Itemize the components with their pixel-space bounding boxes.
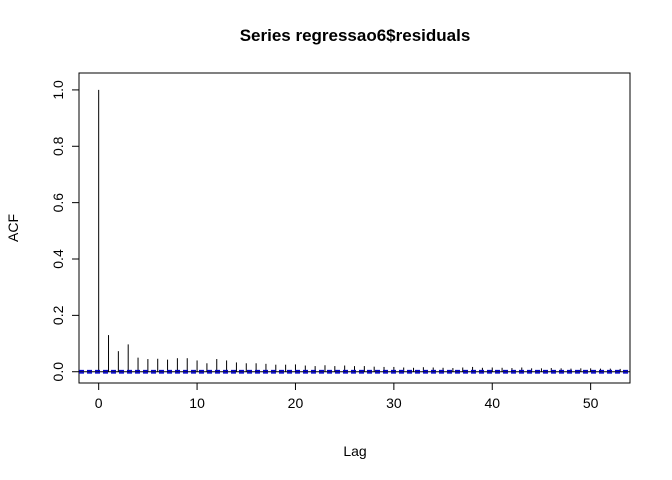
x-axis-label: Lag [343, 443, 366, 459]
x-tick-label: 0 [95, 395, 103, 411]
y-tick-label: 0.8 [50, 136, 66, 156]
y-tick-label: 1.0 [50, 80, 66, 100]
x-tick-label: 50 [583, 395, 599, 411]
x-tick-label: 10 [189, 395, 205, 411]
y-tick-label: 0.0 [50, 362, 66, 382]
x-tick-label: 40 [484, 395, 500, 411]
chart-title: Series regressao6$residuals [240, 26, 471, 45]
confidence-bands [79, 369, 630, 374]
x-tick-label: 30 [386, 395, 402, 411]
x-axis: 0 10 20 30 40 50 [95, 382, 599, 411]
acf-bars [98, 89, 621, 372]
x-tick-label: 20 [288, 395, 304, 411]
y-tick-label: 0.2 [50, 305, 66, 325]
y-tick-label: 0.6 [50, 193, 66, 213]
y-tick-label: 0.4 [50, 249, 66, 269]
y-axis: 0.0 0.2 0.4 0.6 0.8 1.0 [50, 80, 80, 382]
plot-box [78, 72, 631, 384]
y-axis-label: ACF [5, 214, 21, 242]
